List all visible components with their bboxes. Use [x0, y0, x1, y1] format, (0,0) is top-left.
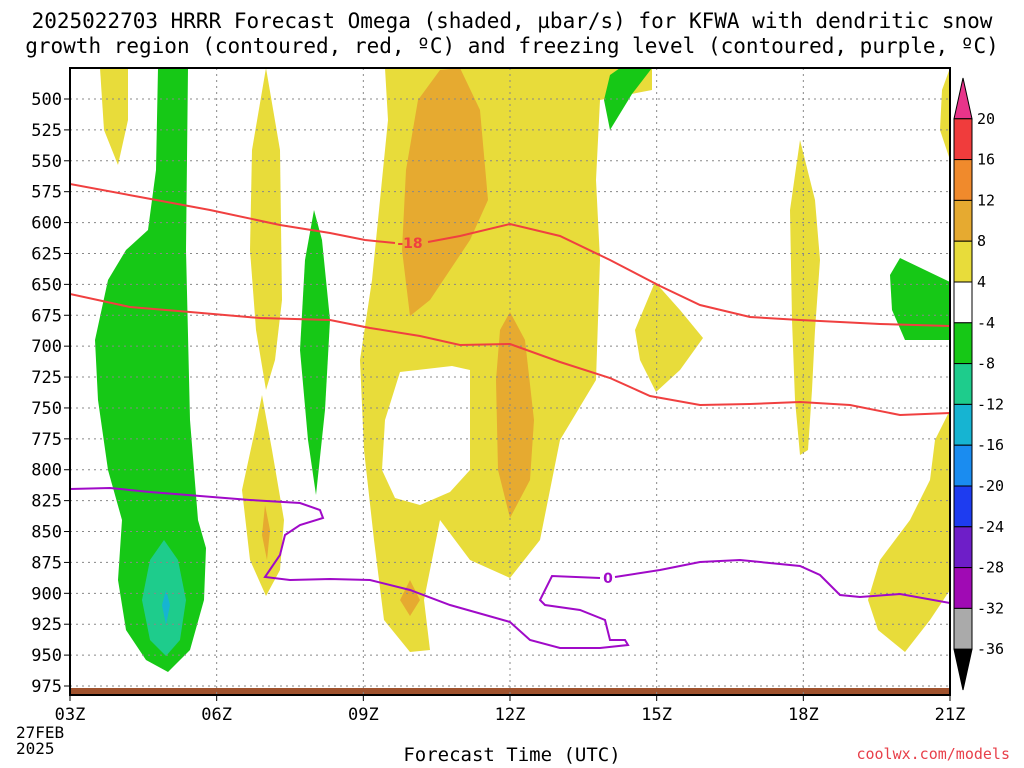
- y-tick-label: 750: [31, 399, 62, 419]
- y-tick-label: 650: [31, 275, 62, 295]
- colorbar-segment: [953, 322, 973, 365]
- omega-region-positive: [940, 68, 950, 160]
- y-tick-label: 625: [31, 244, 62, 264]
- x-tick-label: 12Z: [495, 705, 526, 725]
- contour-label-dendritic: -18: [397, 236, 422, 252]
- y-tick-label: 700: [31, 337, 62, 357]
- y-tick-label: 675: [31, 306, 62, 326]
- y-tick-label: 775: [31, 430, 62, 450]
- ground-strip: [70, 688, 950, 695]
- colorbar-tick-label: -4: [977, 314, 995, 332]
- freezing-level-contour: [70, 486, 950, 649]
- colorbar-segment: [953, 567, 973, 609]
- colorbar-tick-label: -32: [977, 599, 1004, 617]
- omega-region-negative: [95, 68, 206, 672]
- contours: [70, 183, 950, 649]
- y-tick-label: 600: [31, 214, 62, 234]
- colorbar: 20 16 12 8 4 -4 -8 -12 -16 -20 -24 -28 -32 -36: [953, 77, 1004, 691]
- x-axis: 03Z 06Z 09Z 12Z 15Z 18Z 21Z: [55, 695, 966, 725]
- omega-region-strong-positive: [400, 580, 420, 616]
- x-tick-label: 21Z: [935, 705, 966, 725]
- x-start-date-year: 2025: [16, 739, 55, 758]
- y-tick-label: 575: [31, 183, 62, 203]
- omega-region-neutral: [382, 366, 470, 505]
- chart-title-line2: growth region (contoured, red, ºC) and f…: [25, 34, 999, 58]
- colorbar-tick-label: 12: [977, 191, 995, 209]
- omega-region-strong-positive: [496, 312, 534, 518]
- colorbar-segment: [953, 363, 973, 405]
- y-tick-label: 825: [31, 492, 62, 512]
- x-axis-label: Forecast Time (UTC): [403, 744, 621, 766]
- dendritic-contour-lower: [70, 293, 950, 417]
- omega-region-positive: [868, 410, 950, 652]
- colorbar-segment: [953, 444, 973, 487]
- colorbar-segment: [953, 607, 973, 650]
- omega-region-positive: [242, 395, 284, 596]
- colorbar-segment: [953, 77, 973, 120]
- dendritic-contour-upper: [70, 183, 950, 327]
- y-tick-label: 550: [31, 152, 62, 172]
- colorbar-tick-label: 8: [977, 232, 986, 250]
- omega-region-negative: [890, 258, 950, 340]
- x-start-date-day: 27FEB: [16, 723, 65, 742]
- colorbar-tick-label: -12: [977, 395, 1004, 413]
- omega-region-negative: [300, 210, 330, 495]
- colorbar-tick-label: -28: [977, 559, 1004, 577]
- colorbar-segment: [953, 199, 973, 242]
- y-tick-label: 950: [31, 646, 62, 666]
- colorbar-segment: [953, 526, 973, 569]
- colorbar-tick-label: -20: [977, 477, 1004, 495]
- y-tick-label: 900: [31, 584, 62, 604]
- colorbar-segment: [953, 159, 973, 201]
- x-tick-label: 06Z: [201, 705, 232, 725]
- x-tick-label: 15Z: [641, 705, 672, 725]
- colorbar-segment: [953, 118, 973, 161]
- x-tick-label: 18Z: [788, 705, 819, 725]
- y-tick-label: 875: [31, 553, 62, 573]
- y-tick-label: 850: [31, 523, 62, 543]
- colorbar-tick-label: -24: [977, 518, 1004, 536]
- credit-text: coolwx.com/models: [856, 745, 1010, 763]
- colorbar-tick-label: -36: [977, 640, 1004, 658]
- colorbar-segment: [953, 403, 973, 446]
- x-tick-label: 03Z: [55, 705, 86, 725]
- omega-shading: [95, 68, 950, 672]
- chart-title-line1: 2025022703 HRRR Forecast Omega (shaded, …: [31, 9, 993, 33]
- colorbar-tick-label: 4: [977, 273, 986, 291]
- omega-region-positive: [790, 140, 820, 455]
- colorbar-segment: [953, 240, 973, 283]
- y-tick-label: 525: [31, 121, 62, 141]
- colorbar-segment: [953, 281, 973, 324]
- grid-lines: [70, 68, 950, 695]
- y-axis: 500 525 550 575 600 625 650 675 700 725 750 775 800 8…: [31, 90, 70, 697]
- colorbar-tick-label: 16: [977, 151, 995, 169]
- contour-label-freezing: 0: [603, 571, 613, 587]
- y-tick-label: 800: [31, 461, 62, 481]
- omega-region-strong-positive: [262, 505, 270, 560]
- colorbar-segment: [953, 648, 973, 691]
- colorbar-segment: [953, 485, 973, 528]
- y-tick-label: 725: [31, 368, 62, 388]
- colorbar-tick-label: -16: [977, 436, 1004, 454]
- omega-region-positive: [100, 68, 128, 165]
- x-tick-label: 09Z: [348, 705, 379, 725]
- omega-region-positive: [635, 282, 703, 392]
- omega-region-positive: [250, 68, 282, 390]
- y-tick-label: 500: [31, 90, 62, 110]
- colorbar-tick-label: -8: [977, 355, 995, 373]
- omega-region-very-strong-negative: [162, 590, 170, 625]
- colorbar-tick-label: 20: [977, 110, 995, 128]
- y-tick-label: 975: [31, 677, 62, 697]
- y-tick-label: 925: [31, 615, 62, 635]
